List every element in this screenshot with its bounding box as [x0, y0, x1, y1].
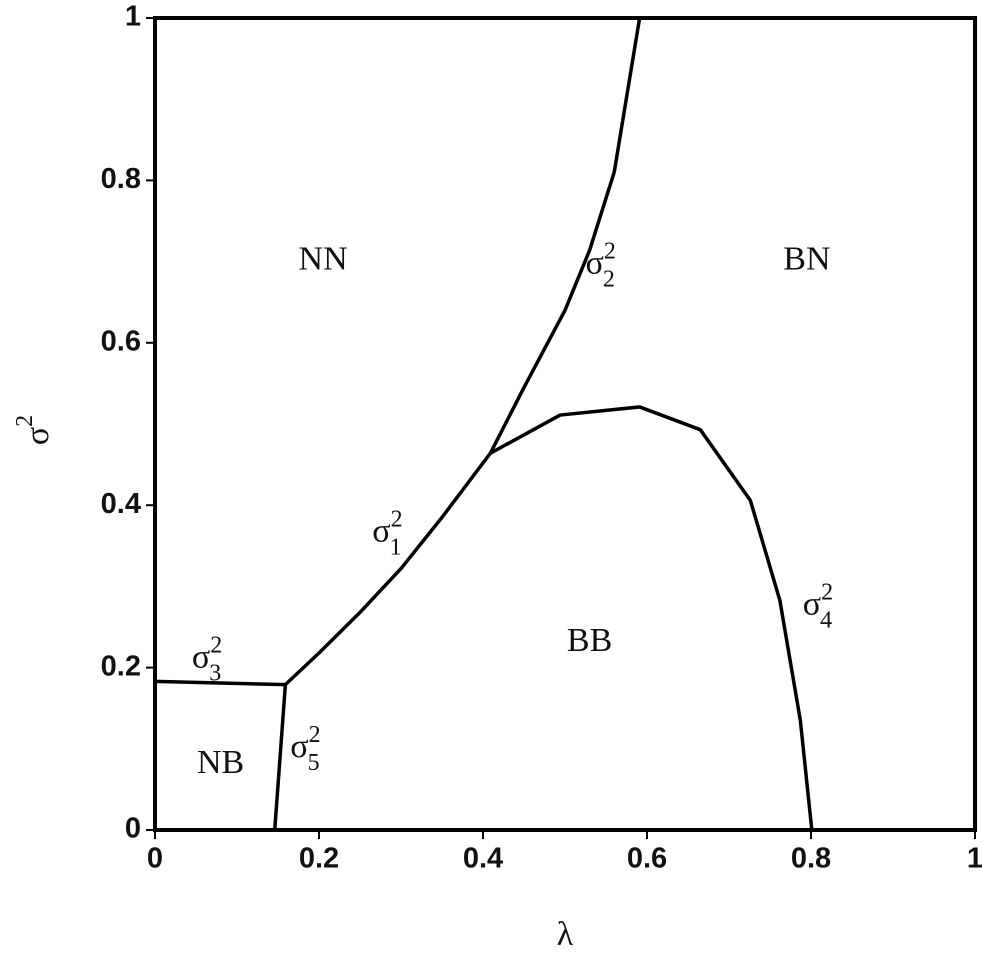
x-tick-label: 1	[967, 843, 982, 875]
curve-label-sup: 2	[391, 506, 403, 532]
y-tick-label: 0.6	[101, 325, 141, 357]
curve-label: σ2 2	[586, 238, 616, 292]
x-tick-label: 0.6	[627, 843, 667, 875]
boundary-curve	[154, 679, 286, 687]
curve-label: σ2 5	[290, 721, 320, 775]
curve-label-base: σ	[192, 638, 210, 675]
x-tick-label: 0	[147, 843, 163, 875]
y-tick-label: 0.8	[101, 163, 141, 195]
curve-label: σ2 3	[192, 632, 222, 686]
x-tick-label: 0.2	[299, 843, 339, 875]
curve-label-sub: 5	[308, 749, 320, 775]
curve-label-base: σ	[586, 244, 604, 281]
curve-label-sub: 3	[209, 660, 221, 686]
curve-label-base: σ	[803, 585, 821, 622]
y-axis-label: σ2	[12, 415, 56, 445]
region-label: NB	[197, 744, 244, 781]
y-tick-label: 1	[125, 1, 141, 33]
region-label: NN	[299, 240, 348, 277]
curve-label-sub: 1	[390, 534, 402, 560]
region-label: BB	[567, 622, 612, 659]
y-axis-label-sup: 2	[12, 415, 38, 427]
curve-label-base: σ	[290, 728, 308, 765]
curve-label-sup: 2	[210, 632, 222, 658]
plot-frame	[153, 16, 977, 832]
curve-label-sub: 4	[820, 607, 832, 633]
y-axis-label-base: σ	[19, 427, 56, 445]
y-tick-label: 0.2	[101, 650, 141, 682]
boundary-curve	[489, 405, 814, 831]
curve-label-sup: 2	[604, 238, 616, 264]
curve-label-sup: 2	[821, 579, 833, 605]
boundary-curve	[488, 17, 642, 455]
x-tick-label: 0.8	[791, 843, 831, 875]
curve-label: σ2 1	[372, 506, 402, 560]
curve-label-sub: 2	[603, 266, 615, 292]
x-axis-label: λ	[557, 916, 574, 953]
x-tick-label: 0.4	[463, 843, 503, 875]
curve-label: σ2 4	[803, 579, 833, 633]
boundary-curve	[284, 452, 492, 686]
curve-label-sup: 2	[309, 721, 321, 747]
curve-label-base: σ	[372, 512, 390, 549]
y-tick-label: 0	[125, 813, 141, 845]
boundary-curve	[272, 684, 288, 831]
region-label: BN	[783, 240, 830, 277]
y-tick-label: 0.4	[101, 488, 141, 520]
